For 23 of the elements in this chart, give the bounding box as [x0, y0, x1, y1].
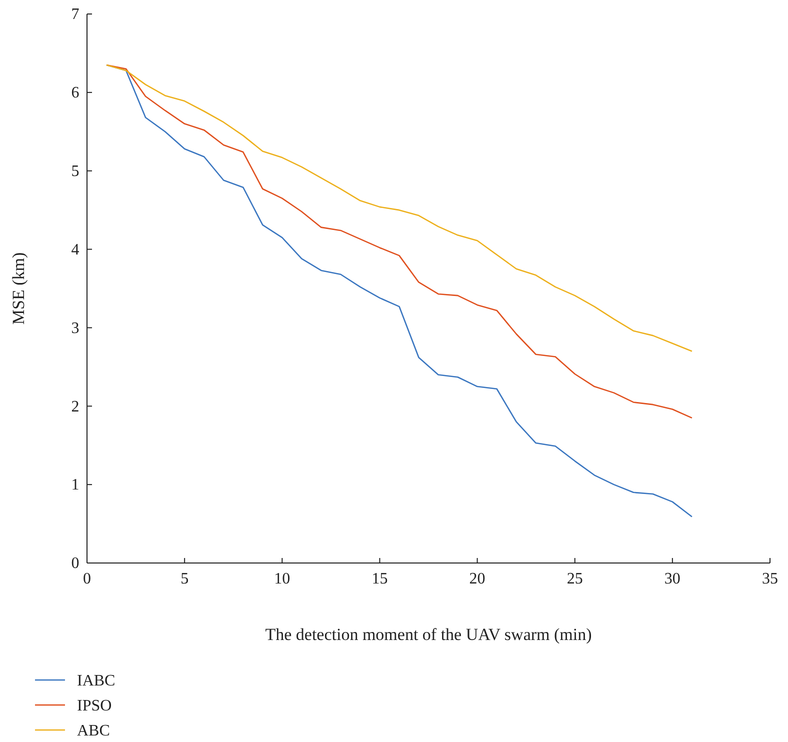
x-tick-label: 20: [469, 570, 486, 588]
x-tick-label: 30: [664, 570, 680, 588]
legend-label: IPSO: [77, 698, 112, 715]
y-tick-label: 2: [71, 398, 80, 416]
y-tick-label: 5: [71, 162, 80, 180]
legend-label: IABC: [77, 672, 116, 690]
x-tick-label: 10: [274, 570, 290, 588]
x-tick-label: 35: [762, 570, 778, 588]
x-tick-label: 0: [83, 570, 91, 588]
y-tick-label: 0: [71, 555, 80, 572]
line-series: [106, 64, 693, 419]
legend-label: ABC: [77, 722, 110, 740]
y-tick-label: 3: [71, 320, 80, 337]
line-series: [106, 64, 693, 352]
x-axis-title: The detection moment of the UAV swarm (min): [265, 625, 592, 644]
y-tick-label: 6: [71, 84, 80, 102]
y-tick-label: 7: [71, 6, 80, 24]
y-tick-label: 1: [71, 476, 80, 494]
y-axis-title: MSE (km): [9, 252, 28, 325]
x-tick-label: 25: [566, 570, 583, 588]
x-tick-label: 5: [180, 570, 189, 588]
x-tick-label: 15: [372, 570, 388, 588]
y-tick-label: 4: [71, 241, 80, 258]
